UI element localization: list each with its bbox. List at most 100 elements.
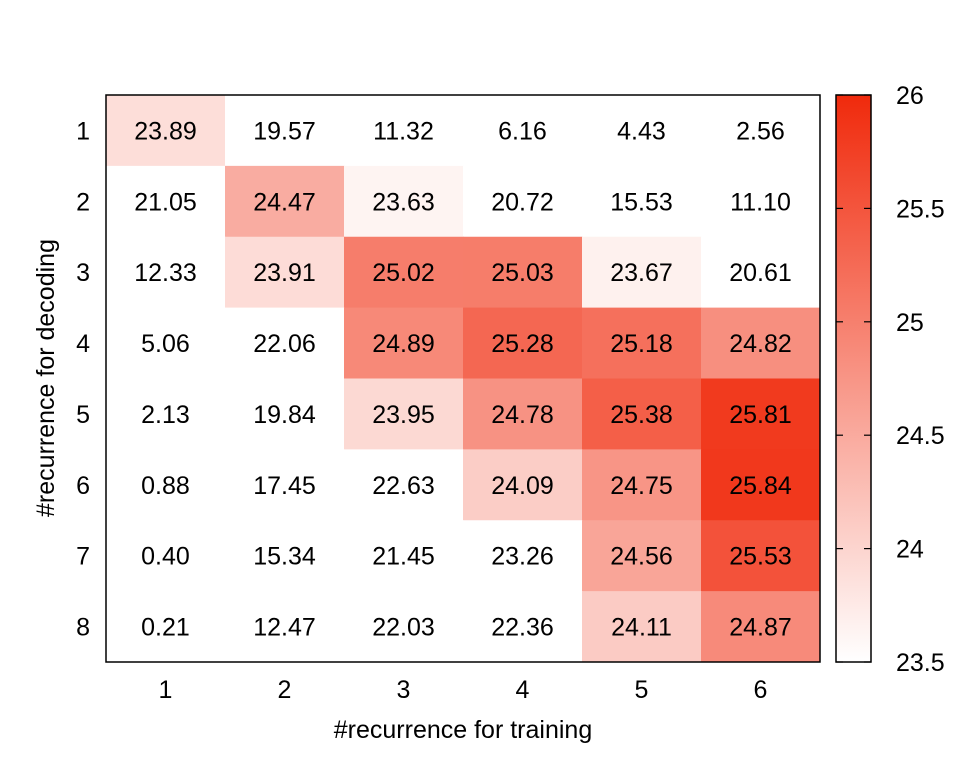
y-tick-label: 4 xyxy=(76,330,90,358)
heatmap-cell xyxy=(582,520,702,592)
cell-value-label: 17.45 xyxy=(253,472,316,500)
colorbar-tick-label: 25 xyxy=(896,309,924,337)
heatmap-cell xyxy=(463,307,583,379)
heatmap-cell xyxy=(582,449,702,521)
cell-value-label: 25.03 xyxy=(491,259,554,287)
cell-value-label: 23.89 xyxy=(134,117,197,145)
cell-value-label: 11.10 xyxy=(730,188,791,216)
heatmap-cell xyxy=(344,165,464,238)
heatmap-cell xyxy=(463,520,583,592)
cell-value-label: 25.38 xyxy=(610,401,673,429)
cell-value-label: 25.81 xyxy=(729,401,792,429)
heatmap-cell xyxy=(106,95,226,167)
heatmap-cell xyxy=(344,236,464,309)
heatmap-cell xyxy=(582,378,702,450)
heatmap-cells xyxy=(106,95,821,663)
cell-value-label: 25.28 xyxy=(491,330,554,358)
heatmap-cell xyxy=(463,378,583,450)
cell-value-label: 24.11 xyxy=(611,614,672,642)
y-tick-label: 6 xyxy=(76,472,90,500)
y-tick-label: 8 xyxy=(76,614,90,642)
plot-frame xyxy=(105,94,821,663)
cell-value-label: 22.36 xyxy=(491,614,554,642)
cell-value-label: 25.84 xyxy=(729,472,792,500)
cell-value-label: 2.13 xyxy=(141,401,190,429)
y-tick-label: 3 xyxy=(76,259,90,287)
heatmap-cell xyxy=(344,307,464,379)
cell-value-label: 15.34 xyxy=(253,543,316,571)
cell-value-label: 12.47 xyxy=(253,614,316,642)
heatmap-cell xyxy=(106,520,226,592)
heatmap-cell xyxy=(701,591,821,663)
y-axis-title: #recurrence for decoding xyxy=(32,239,60,517)
heatmap-cell xyxy=(344,378,464,450)
heatmap-cell xyxy=(225,591,345,663)
cell-value-label: 0.21 xyxy=(141,614,190,642)
heatmap-cell xyxy=(344,95,464,167)
heatmap-cell xyxy=(106,165,226,238)
heatmap-cell-labels: 23.89 19.57 11.32 6.16 4.43 2.56 21.05 24.47 23.… xyxy=(134,117,792,641)
y-tick-label: 2 xyxy=(76,188,90,216)
cell-value-label: 25.18 xyxy=(610,330,673,358)
heatmap-cell xyxy=(106,591,226,663)
colorbar-tick-label: 24 xyxy=(896,536,924,564)
cell-value-label: 24.82 xyxy=(729,330,792,358)
heatmap-cell xyxy=(106,307,226,379)
heatmap-cell xyxy=(582,95,702,167)
cell-value-label: 21.05 xyxy=(134,188,197,216)
cell-value-label: 20.61 xyxy=(729,259,792,287)
x-axis-ticks: 1 2 3 4 5 6 xyxy=(159,676,768,704)
colorbar-tick-label: 24.5 xyxy=(896,422,945,450)
cell-value-label: 23.63 xyxy=(372,188,435,216)
cell-value-label: 24.78 xyxy=(491,401,554,429)
cell-value-label: 22.06 xyxy=(253,330,316,358)
heatmap-cell xyxy=(344,520,464,592)
heatmap-cell xyxy=(582,307,702,379)
x-tick-label: 2 xyxy=(278,676,292,704)
x-tick-label: 4 xyxy=(516,676,530,704)
y-tick-label: 5 xyxy=(76,401,90,429)
cell-value-label: 25.53 xyxy=(729,543,792,571)
heatmap-cell xyxy=(106,449,226,521)
cell-value-label: 23.95 xyxy=(372,401,435,429)
colorbar-tick-label: 26 xyxy=(896,82,924,110)
colorbar-gradient xyxy=(835,94,872,663)
cell-value-label: 5.06 xyxy=(141,330,190,358)
heatmap-cell xyxy=(582,165,702,238)
x-tick-label: 1 xyxy=(159,676,173,704)
heatmap-cell xyxy=(701,449,821,521)
heatmap-cell xyxy=(463,165,583,238)
colorbar-tick-label: 23.5 xyxy=(896,649,945,677)
y-tick-label: 7 xyxy=(76,543,90,571)
cell-value-label: 19.84 xyxy=(253,401,316,429)
cell-value-label: 11.32 xyxy=(373,117,434,145)
heatmap-cell xyxy=(106,378,226,450)
heatmap-cell xyxy=(225,378,345,450)
heatmap-cell xyxy=(344,591,464,663)
heatmap-cell xyxy=(225,307,345,379)
heatmap-cell xyxy=(106,236,226,309)
cell-value-label: 24.89 xyxy=(372,330,435,358)
heatmap-cell xyxy=(701,236,821,309)
cell-value-label: 0.40 xyxy=(141,543,190,571)
cell-value-label: 0.88 xyxy=(141,472,190,500)
colorbar-ticks: 23.5 24 24.5 25 25.5 26 xyxy=(836,82,945,677)
heatmap-cell xyxy=(344,449,464,521)
cell-value-label: 21.45 xyxy=(372,543,435,571)
heatmap-cell xyxy=(463,449,583,521)
heatmap-cell xyxy=(582,591,702,663)
cell-value-label: 19.57 xyxy=(253,117,316,145)
heatmap-cell xyxy=(701,378,821,450)
heatmap-cell xyxy=(225,520,345,592)
cell-value-label: 25.02 xyxy=(372,259,435,287)
colorbar-tick-label: 25.5 xyxy=(896,195,945,223)
colorbar: 23.5 24 24.5 25 25.5 26 xyxy=(835,82,945,677)
heatmap-cell xyxy=(225,165,345,238)
cell-value-label: 2.56 xyxy=(736,117,785,145)
x-tick-label: 5 xyxy=(635,676,649,704)
cell-value-label: 23.91 xyxy=(253,259,316,287)
x-tick-label: 6 xyxy=(754,676,768,704)
x-axis-title: #recurrence for training xyxy=(334,716,592,744)
cell-value-label: 24.75 xyxy=(610,472,673,500)
